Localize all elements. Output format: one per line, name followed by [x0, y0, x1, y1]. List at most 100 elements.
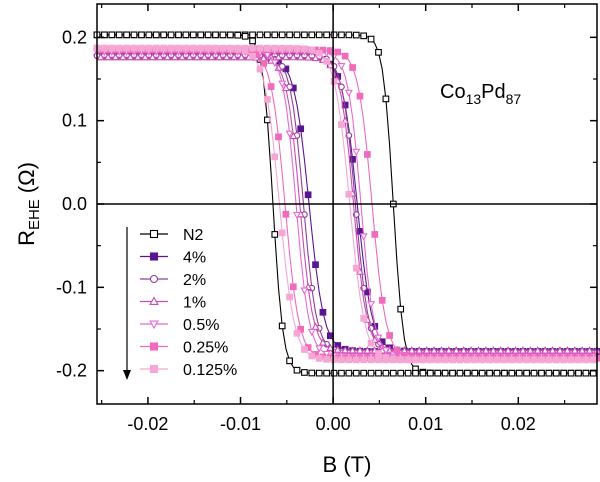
- data-point-marker: [504, 346, 513, 354]
- data-point-marker: [315, 31, 323, 39]
- data-point-marker: [481, 346, 490, 354]
- sample-annotation: Co13Pd87: [440, 81, 521, 107]
- data-point-marker: [292, 211, 302, 220]
- y-axis-title: REHE (Ω): [14, 162, 43, 246]
- data-point-marker: [301, 31, 308, 39]
- data-point-marker: [285, 130, 294, 138]
- data-point-marker: [352, 148, 361, 157]
- data-point-marker: [175, 31, 182, 39]
- data-point-marker: [237, 53, 246, 61]
- data-point-marker: [404, 369, 412, 377]
- data-point-marker: [104, 52, 113, 61]
- data-point-marker: [511, 346, 520, 354]
- data-point-marker: [530, 356, 538, 364]
- data-point-marker: [359, 233, 368, 241]
- data-point-marker: [367, 369, 375, 377]
- data-point-marker: [533, 346, 542, 354]
- y-tick-label: 0.1: [62, 111, 87, 131]
- data-point-marker: [271, 31, 279, 39]
- data-point-marker: [160, 31, 168, 39]
- data-point-marker: [304, 53, 313, 61]
- data-point-marker: [393, 346, 401, 354]
- data-point-marker: [278, 31, 286, 39]
- data-point-marker: [367, 356, 375, 364]
- x-tick-label: 0.02: [501, 414, 536, 434]
- data-point-marker: [182, 44, 190, 52]
- data-point-marker: [256, 31, 264, 39]
- data-point-marker: [108, 31, 116, 39]
- data-point-marker: [311, 53, 320, 62]
- data-point-marker: [367, 301, 376, 309]
- legend-label: 0.5%: [183, 317, 219, 334]
- data-point-marker: [249, 44, 256, 52]
- data-point-marker: [263, 52, 272, 60]
- data-point-marker: [367, 339, 375, 347]
- data-point-marker: [296, 53, 305, 61]
- data-point-marker: [523, 369, 530, 377]
- data-point-marker: [582, 369, 590, 377]
- data-point-marker: [333, 345, 342, 353]
- series-0.125%: [93, 44, 597, 364]
- data-point-marker: [286, 357, 293, 365]
- legend-label: 2%: [183, 272, 206, 289]
- data-point-marker: [412, 356, 419, 364]
- data-point-marker: [323, 355, 330, 363]
- data-point-marker: [582, 356, 590, 364]
- data-point-marker: [123, 31, 130, 39]
- data-point-marker: [412, 369, 419, 377]
- data-point-marker: [441, 369, 449, 377]
- data-point-marker: [185, 52, 194, 61]
- data-point-marker: [515, 356, 523, 364]
- legend-label: 0.125%: [183, 362, 237, 379]
- annotation-sub-13: 13: [466, 91, 482, 107]
- data-point-marker: [149, 274, 159, 284]
- data-point-marker: [437, 346, 446, 354]
- y-axis-title-sub: EHE: [26, 199, 43, 230]
- legend-item: 4%: [140, 250, 206, 267]
- data-point-marker: [267, 83, 275, 90]
- y-axis-title-main: R: [14, 230, 39, 246]
- data-point-marker: [300, 287, 309, 295]
- data-point-marker: [271, 44, 279, 52]
- data-point-marker: [493, 356, 501, 364]
- data-point-marker: [523, 356, 530, 364]
- data-point-marker: [212, 44, 219, 52]
- data-point-marker: [352, 264, 360, 272]
- data-point-marker: [452, 346, 461, 354]
- data-point-marker: [363, 346, 372, 354]
- x-tick-label: 0.01: [408, 414, 443, 434]
- data-point-marker: [345, 356, 353, 364]
- data-point-marker: [304, 191, 312, 199]
- data-point-marker: [441, 356, 449, 364]
- data-point-marker: [382, 95, 390, 103]
- data-point-marker: [319, 308, 327, 316]
- axis-ticks: -0.02 -0.01 0.00 0.01 0.02 -0.2 -0.1 0.0 0.1 0.2: [56, 4, 597, 434]
- data-point-marker: [471, 369, 479, 377]
- data-point-marker: [200, 52, 209, 61]
- data-point-marker: [471, 356, 479, 364]
- data-point-marker: [541, 346, 550, 354]
- data-point-marker: [456, 369, 464, 377]
- data-point-marker: [148, 52, 157, 61]
- data-point-marker: [264, 31, 271, 39]
- data-point-marker: [518, 346, 527, 354]
- data-point-marker: [352, 356, 360, 364]
- data-point-marker: [182, 31, 190, 39]
- data-point-marker: [160, 44, 168, 52]
- data-point-marker: [311, 322, 320, 330]
- data-point-marker: [326, 47, 334, 54]
- data-point-marker: [567, 356, 575, 364]
- data-point-marker: [360, 369, 368, 377]
- data-point-marker: [293, 31, 301, 39]
- data-point-marker: [330, 78, 338, 85]
- data-point-marker: [108, 44, 116, 52]
- data-point-marker: [575, 356, 582, 364]
- data-point-marker: [175, 44, 182, 52]
- data-point-marker: [115, 44, 123, 52]
- data-point-marker: [234, 31, 242, 39]
- data-point-marker: [382, 356, 390, 364]
- legend-item: 0.5%: [140, 317, 219, 334]
- data-point-marker: [515, 369, 523, 377]
- data-point-marker: [375, 369, 382, 377]
- data-point-marker: [496, 346, 505, 354]
